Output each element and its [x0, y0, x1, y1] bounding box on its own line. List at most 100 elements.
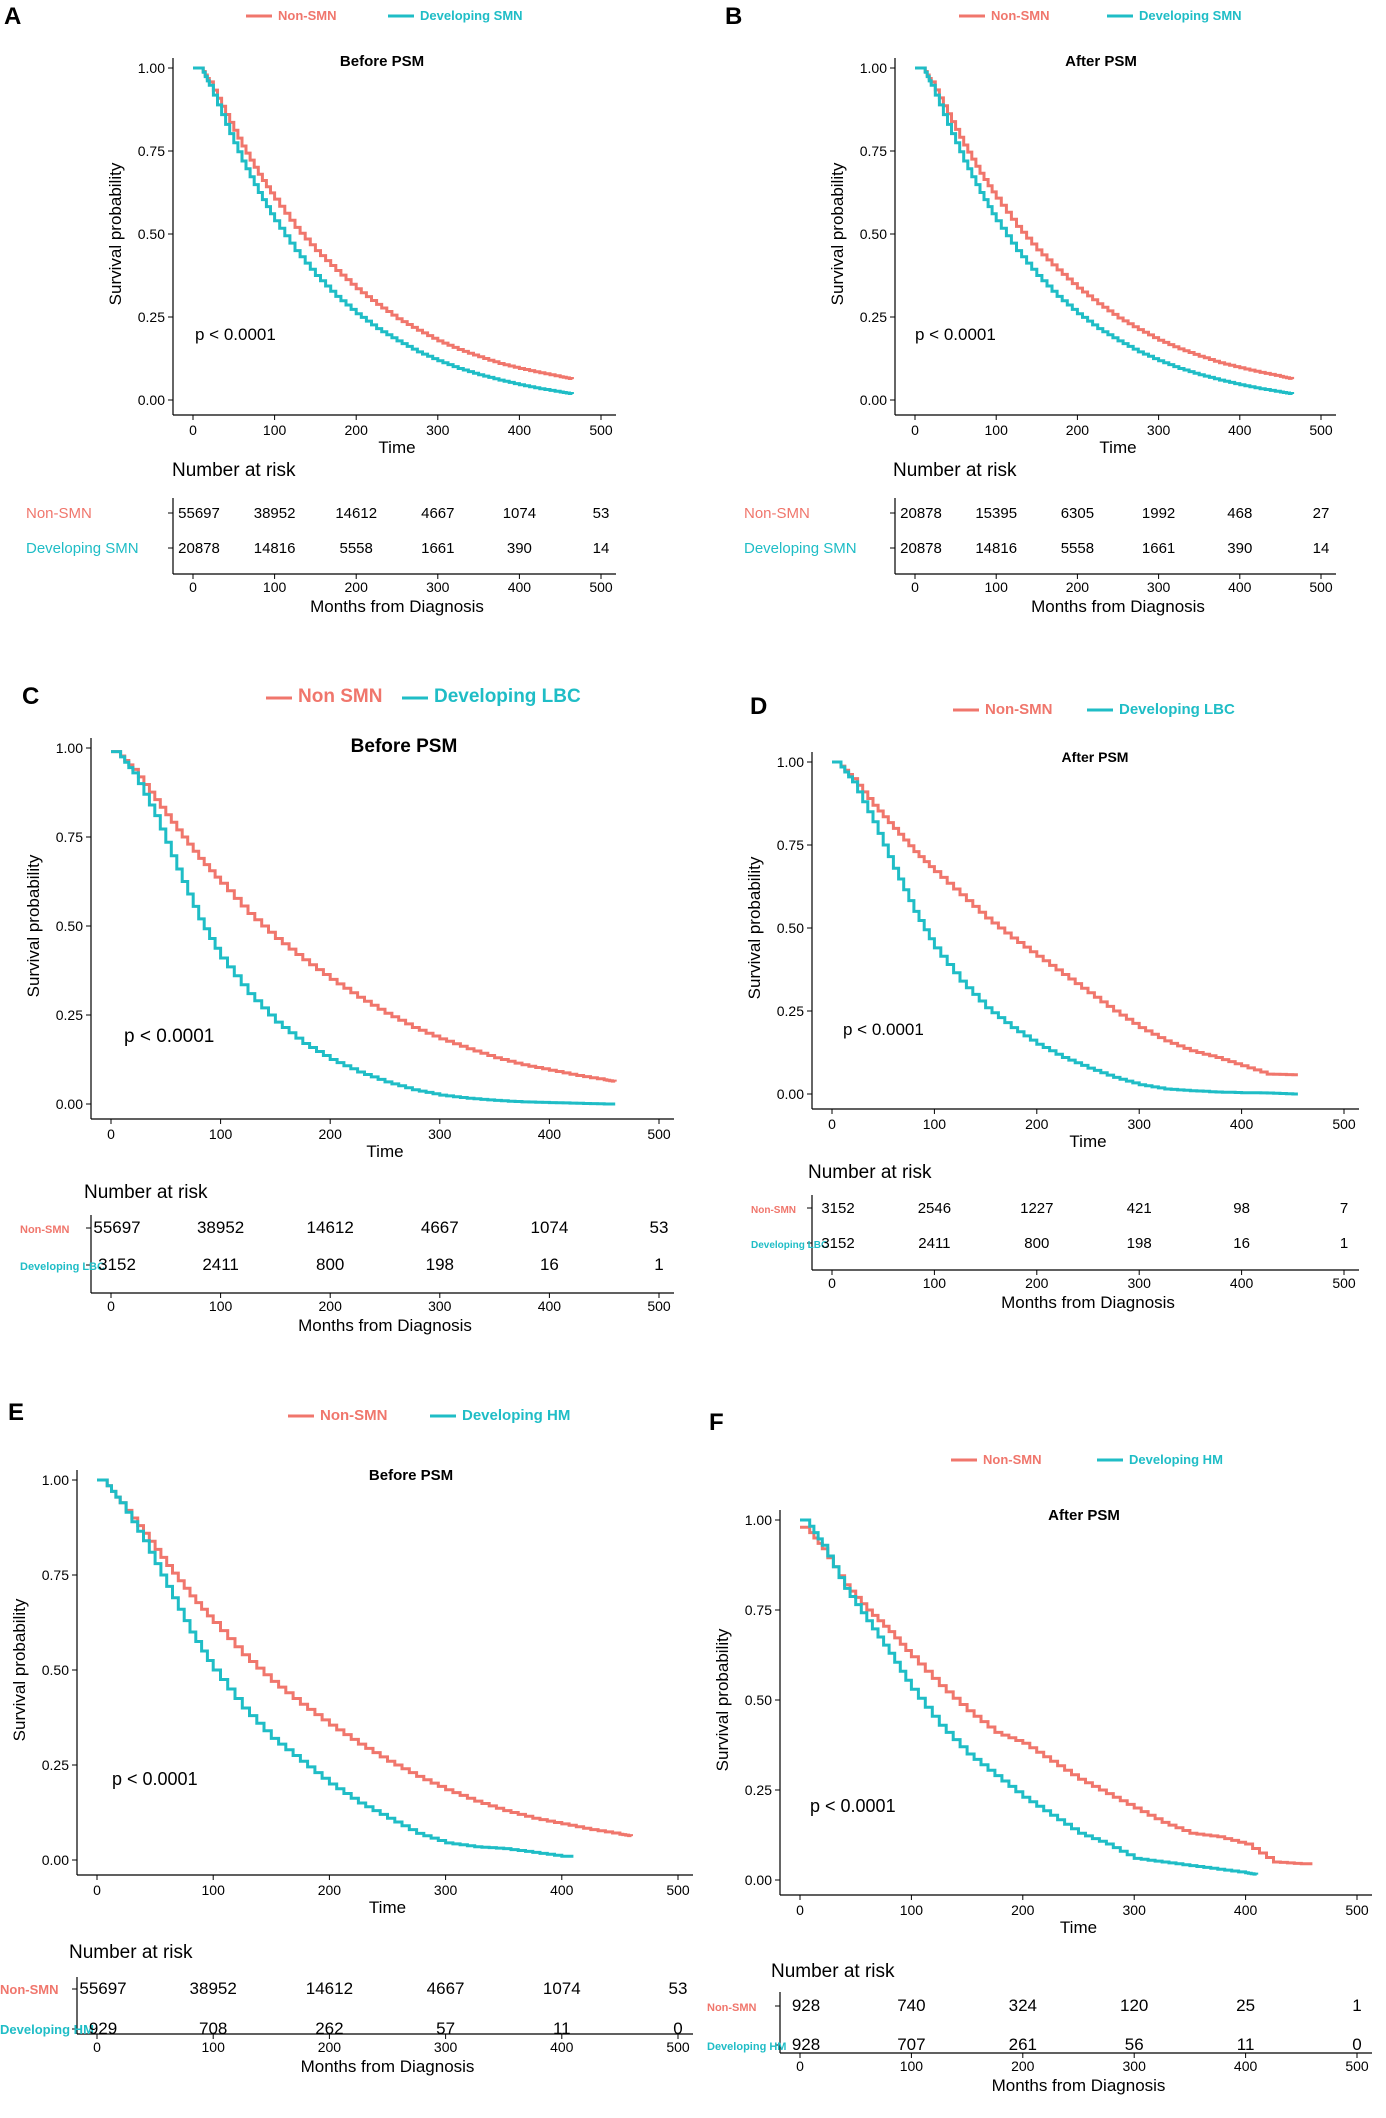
- risk-value: 14816: [975, 540, 1017, 557]
- risk-value: 55697: [178, 505, 220, 522]
- risk-value: 929: [89, 2019, 117, 2038]
- risk-x-tick-label: 300: [1123, 2058, 1147, 2074]
- y-tick-label: 1.00: [42, 1472, 69, 1488]
- curve-developing: [915, 66, 1295, 395]
- y-tick-label: 0.75: [745, 1602, 772, 1618]
- legend-label: Non-SMN: [985, 701, 1053, 718]
- y-tick-label: 0.50: [138, 226, 165, 242]
- risk-row-label: Non-SMN: [20, 1224, 70, 1236]
- risk-value: 1074: [543, 1979, 581, 1998]
- risk-row-label: Non-SMN: [744, 505, 810, 522]
- risk-x-tick-label: 300: [426, 579, 450, 595]
- legend-label: Non-SMN: [320, 1407, 388, 1424]
- x-tick-label: 200: [318, 1882, 342, 1898]
- legend-label: Developing LBC: [1119, 701, 1235, 718]
- risk-value: 14612: [335, 505, 377, 522]
- y-tick-label: 0.00: [860, 392, 887, 408]
- risk-value: 1992: [1142, 505, 1175, 522]
- x-axis-label: Time: [1060, 1918, 1097, 1937]
- risk-value: 708: [199, 2019, 227, 2038]
- risk-value: 16: [540, 1255, 559, 1274]
- risk-row-label: Developing LBC: [20, 1261, 105, 1273]
- y-tick-label: 0.25: [745, 1782, 772, 1798]
- risk-x-axis-label: Months from Diagnosis: [310, 597, 484, 616]
- curve-developing: [832, 760, 1298, 1096]
- y-tick-label: 0.25: [777, 1003, 804, 1019]
- risk-row-label: Non-SMN: [26, 505, 92, 522]
- x-tick-label: 400: [1228, 422, 1252, 438]
- risk-x-tick-label: 500: [1345, 2058, 1369, 2074]
- risk-x-tick-label: 0: [189, 579, 197, 595]
- risk-x-tick-label: 200: [345, 579, 369, 595]
- x-tick-label: 200: [1011, 1902, 1035, 1918]
- curve-non-smn: [111, 750, 617, 1083]
- risk-row-label: Developing HM: [0, 2022, 94, 2037]
- plot-title: Before PSM: [369, 1467, 453, 1484]
- x-tick-label: 200: [345, 422, 369, 438]
- x-tick-label: 200: [1025, 1116, 1049, 1132]
- y-tick-label: 0.25: [56, 1007, 83, 1023]
- x-tick-label: 400: [1230, 1116, 1254, 1132]
- risk-value: 98: [1233, 1200, 1250, 1217]
- risk-table-title: Number at risk: [771, 1961, 895, 1982]
- risk-value: 1: [1340, 1235, 1348, 1252]
- y-tick-label: 0.50: [745, 1692, 772, 1708]
- x-tick-label: 100: [263, 422, 287, 438]
- risk-value: 3152: [821, 1200, 854, 1217]
- risk-x-tick-label: 100: [263, 579, 287, 595]
- risk-value: 1: [1352, 1996, 1361, 2015]
- legend-label: Developing HM: [1129, 1452, 1223, 1467]
- x-tick-label: 300: [1147, 422, 1171, 438]
- risk-x-axis-label: Months from Diagnosis: [1031, 597, 1205, 616]
- x-tick-label: 300: [1123, 1902, 1147, 1918]
- risk-value: 198: [1127, 1235, 1152, 1252]
- risk-table-title: Number at risk: [69, 1942, 193, 1963]
- x-axis-label: Time: [378, 438, 415, 457]
- risk-value: 55697: [93, 1218, 140, 1237]
- x-tick-label: 200: [1066, 422, 1090, 438]
- risk-x-tick-label: 200: [319, 1298, 343, 1314]
- risk-x-axis-label: Months from Diagnosis: [298, 1316, 472, 1335]
- x-axis-label: Time: [366, 1142, 403, 1161]
- risk-row-label: Non-SMN: [0, 1982, 59, 1997]
- risk-x-tick-label: 400: [1234, 2058, 1258, 2074]
- risk-table-title: Number at risk: [808, 1162, 932, 1183]
- x-tick-label: 400: [538, 1126, 562, 1142]
- risk-value: 4667: [427, 1979, 465, 1998]
- risk-x-tick-label: 0: [796, 2058, 804, 2074]
- y-tick-label: 1.00: [56, 740, 83, 756]
- legend-label: Developing HM: [462, 1407, 570, 1424]
- risk-value: 5558: [340, 540, 373, 557]
- x-tick-label: 400: [550, 1882, 574, 1898]
- risk-x-tick-label: 300: [428, 1298, 452, 1314]
- risk-value: 1661: [1142, 540, 1175, 557]
- plot-title: After PSM: [1065, 53, 1137, 70]
- y-tick-label: 0.50: [42, 1662, 69, 1678]
- legend-label: Non-SMN: [983, 1452, 1042, 1467]
- risk-x-tick-label: 200: [1066, 579, 1090, 595]
- risk-value: 261: [1009, 2035, 1037, 2054]
- y-tick-label: 1.00: [138, 60, 165, 76]
- y-tick-label: 0.00: [745, 1872, 772, 1888]
- risk-x-tick-label: 200: [1011, 2058, 1035, 2074]
- y-tick-label: 0.75: [42, 1567, 69, 1583]
- x-tick-label: 100: [900, 1902, 924, 1918]
- y-tick-label: 0.00: [138, 392, 165, 408]
- p-value: p < 0.0001: [915, 325, 996, 344]
- risk-x-tick-label: 300: [1147, 579, 1171, 595]
- y-axis-label: Survival probability: [713, 1628, 732, 1771]
- risk-value: 740: [897, 1996, 925, 2015]
- legend-label: Developing LBC: [434, 686, 581, 707]
- risk-row-label: Non-SMN: [751, 1205, 796, 1216]
- y-tick-label: 0.75: [860, 143, 887, 159]
- x-tick-label: 0: [107, 1126, 115, 1142]
- x-axis-label: Time: [1069, 1132, 1106, 1151]
- risk-value: 3152: [821, 1235, 854, 1252]
- y-axis-label: Survival probability: [745, 856, 764, 999]
- risk-value: 1227: [1020, 1200, 1053, 1217]
- risk-x-tick-label: 500: [589, 579, 613, 595]
- plot-title: Before PSM: [351, 736, 458, 757]
- x-tick-label: 500: [1345, 1902, 1369, 1918]
- curve-developing: [800, 1518, 1259, 1876]
- risk-x-tick-label: 400: [508, 579, 532, 595]
